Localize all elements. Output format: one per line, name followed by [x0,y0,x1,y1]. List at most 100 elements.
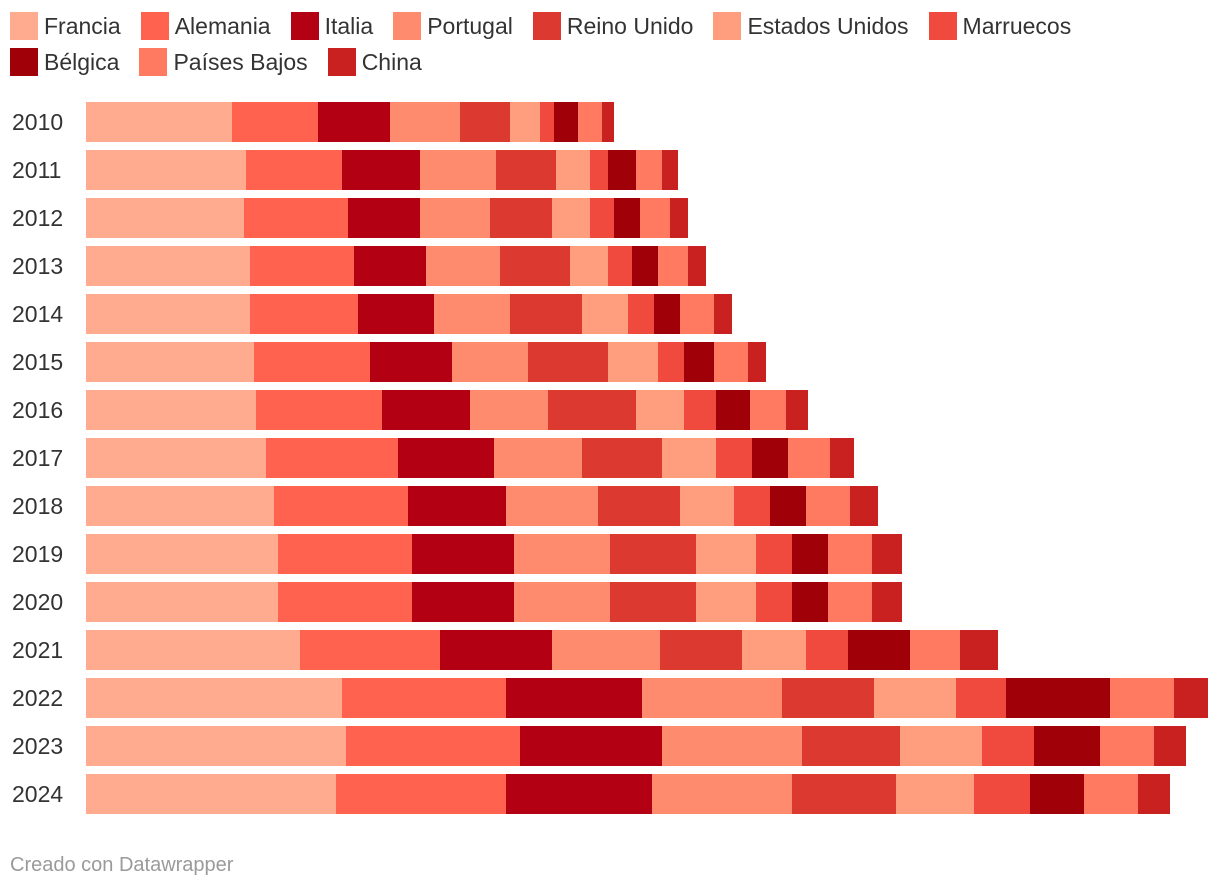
bar-segment [786,390,808,430]
bar-segment [590,150,608,190]
year-label: 2013 [12,253,63,279]
bar-segment [828,582,872,622]
bar-segment [1006,678,1110,718]
bar-segment [582,438,662,478]
bar-segment [540,102,554,142]
bar-segment [86,486,274,526]
bar-segment [342,150,420,190]
bar-segment [896,774,974,814]
bar-segment [278,582,412,622]
bar-segment [496,150,556,190]
bar-segment [86,678,342,718]
year-label: 2011 [12,157,61,183]
bar-segment [460,102,510,142]
bar-segment [412,582,514,622]
bar-segment [770,486,806,526]
legend-item: Bélgica [10,48,119,76]
stacked-bar-chart: 2010 2011 2012 2013 2014 2015 2016 2017 2018 2019… [12,102,1208,814]
bar-segment [300,630,440,670]
bar-segment [792,534,828,574]
legend-item: Países Bajos [139,48,308,76]
chart-legend: Francia Alemania Italia Portugal Reino Unido… [10,8,1210,80]
bar-segment [382,390,470,430]
bar-segment [670,198,688,238]
bar-segment [636,390,684,430]
bar-segment [86,198,244,238]
bar-segment [792,774,896,814]
bar-segment [520,726,662,766]
bar-segment [1174,678,1208,718]
year-label: 2023 [12,733,63,759]
bar-segment [628,294,654,334]
year-label: 2018 [12,493,63,519]
bar-segment [408,486,506,526]
bar-segment [86,246,250,286]
bar-segment [86,102,232,142]
bar-segment [696,582,756,622]
bar-segment [358,294,434,334]
bar-segment [254,342,370,382]
bar-segment [514,534,610,574]
year-label: 2017 [12,445,63,471]
bar-segment [244,198,348,238]
bar-segment [398,438,494,478]
bar-segment [342,678,506,718]
bar-segment [590,198,614,238]
bar-segment [792,582,828,622]
bar-segment [716,438,752,478]
bar-segment [86,150,246,190]
legend-label: Estados Unidos [747,12,909,39]
bar-segment [86,390,256,430]
bar-segment [354,246,426,286]
bar-segment [662,150,678,190]
bar-segment [714,342,748,382]
bar-segment [1084,774,1138,814]
bar-segment [506,486,598,526]
legend-item: Reino Unido [532,12,694,40]
bar-segment [654,294,680,334]
bar-segment [640,198,670,238]
bar-segment [86,294,250,334]
bar-segment [734,486,770,526]
bar-segment [578,102,602,142]
bar-segment [788,438,830,478]
bar-segment [636,150,662,190]
bar-segment [660,630,742,670]
year-label: 2010 [12,109,63,135]
bar-segment [960,630,998,670]
bar-segment [370,342,452,382]
bar-segment [86,582,278,622]
legend-label: Reino Unido [566,12,694,39]
bar-segment [614,198,640,238]
bar-segment [470,390,548,430]
legend-item: Marruecos [928,12,1071,40]
bar-segment [250,294,358,334]
credit-footer: Creado con Datawrapper [10,854,234,876]
legend-label: China [361,48,422,75]
bar-segment [610,534,696,574]
bar-segment [1138,774,1170,814]
bar-segment [662,438,716,478]
bar-segment [266,438,398,478]
bar-segment [782,678,874,718]
legend-label: Italia [324,12,374,39]
bar-segment [658,342,684,382]
legend-item: Estados Unidos [713,12,909,40]
legend-label: Países Bajos [173,48,308,75]
bar-segment [602,102,614,142]
bar-segment [1100,726,1154,766]
bar-segment [1030,774,1084,814]
legend-label: Portugal [427,12,513,39]
bar-segment [982,726,1034,766]
bar-segment [86,438,266,478]
bar-segment [494,438,582,478]
year-label: 2020 [12,589,63,615]
bar-segment [510,102,540,142]
year-label: 2012 [12,205,63,231]
year-label: 2015 [12,349,63,375]
bar-segment [556,150,590,190]
bar-segment [756,582,792,622]
bar-segment [610,582,696,622]
bar-segment [910,630,960,670]
bar-segment [278,534,412,574]
